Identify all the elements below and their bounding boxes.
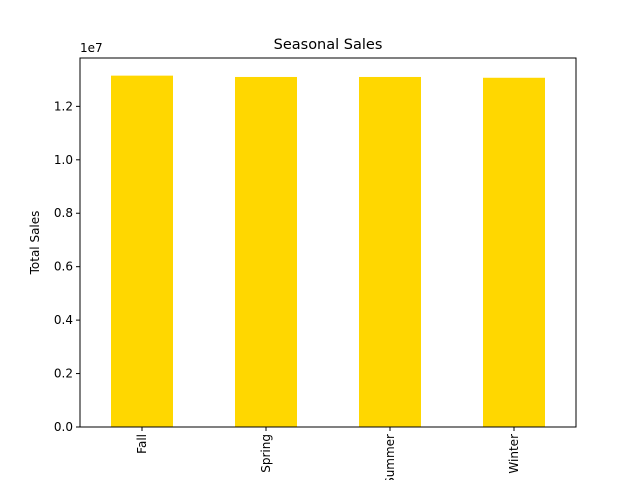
bar-spring <box>235 76 297 427</box>
bars-group <box>111 75 545 428</box>
bar-winter <box>483 77 545 428</box>
y-tick-label: 0.2 <box>54 367 73 381</box>
x-tick-label: Winter <box>507 434 521 474</box>
y-axis-ticks: 0.0 0.2 0.4 0.6 0.8 1.0 1.2 <box>54 99 80 434</box>
y-tick-label: 0.8 <box>54 206 73 220</box>
y-axis-label: Total Sales <box>28 211 42 276</box>
y-tick-label: 0.6 <box>54 260 73 274</box>
y-axis-offset-label: 1e7 <box>80 41 103 55</box>
x-axis-ticks: Fall Spring Summer Winter <box>135 427 521 480</box>
x-tick-label: Summer <box>383 434 397 480</box>
plot-area-frame <box>79 57 577 428</box>
chart-title: Seasonal Sales <box>274 37 383 53</box>
y-tick-label: 1.0 <box>54 153 73 167</box>
x-tick-label: Spring <box>259 434 273 473</box>
y-tick-label: 1.2 <box>54 99 73 113</box>
bar-fall <box>111 75 173 427</box>
y-tick-label: 0.4 <box>54 313 73 327</box>
bar-summer <box>359 76 421 427</box>
y-tick-label: 0.0 <box>54 420 73 434</box>
x-tick-label: Fall <box>135 434 149 454</box>
